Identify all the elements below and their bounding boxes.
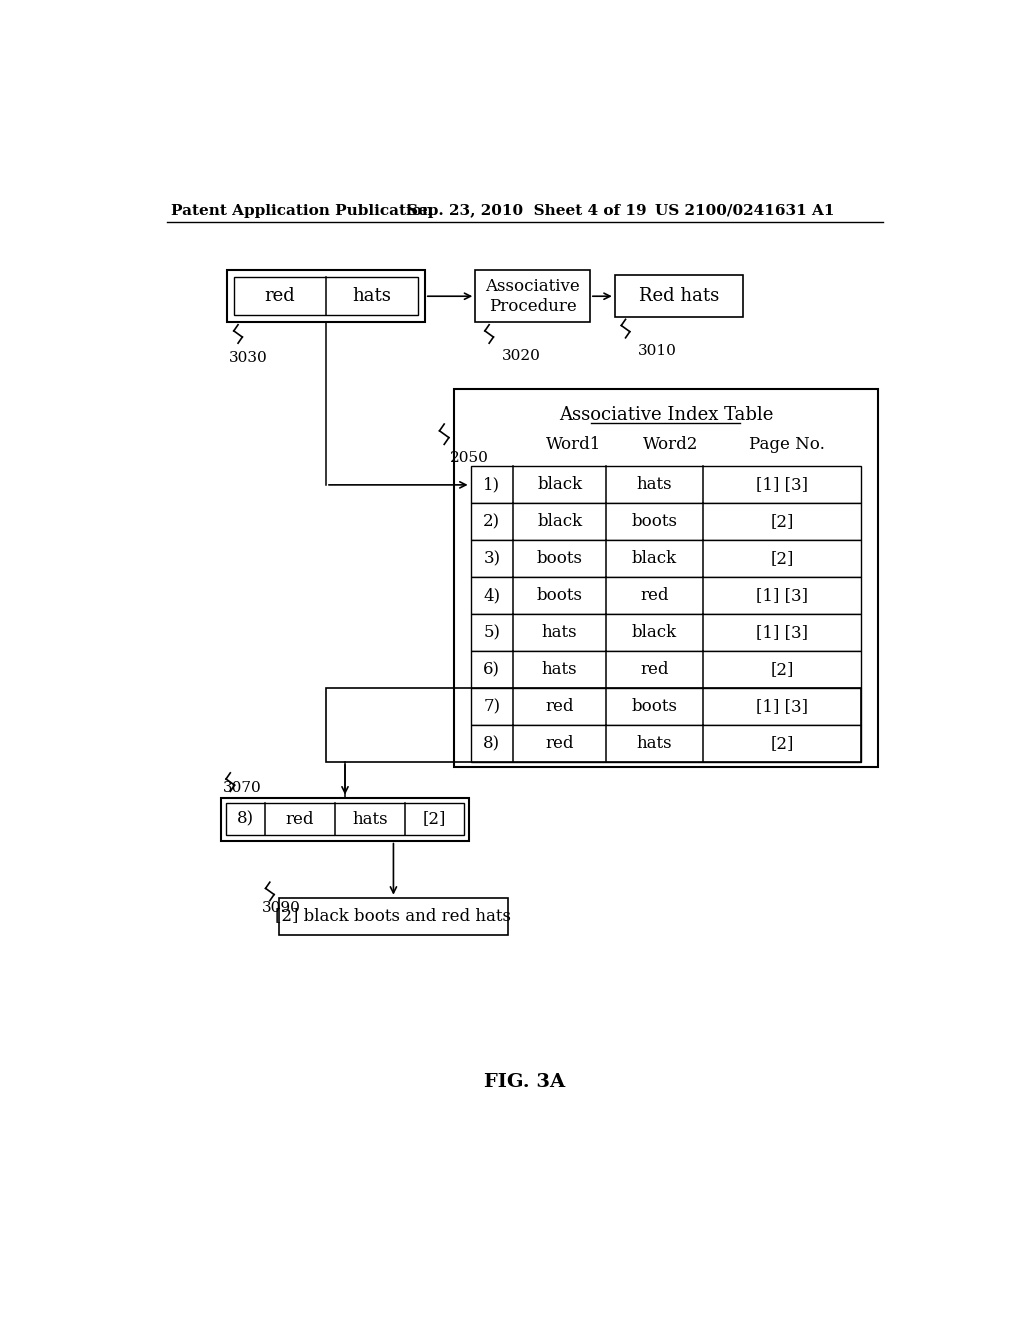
Text: [1] [3]: [1] [3] bbox=[756, 624, 808, 642]
Text: 6): 6) bbox=[483, 661, 501, 678]
Text: 4): 4) bbox=[483, 587, 501, 605]
Bar bbox=[454, 389, 879, 767]
Text: 3): 3) bbox=[483, 550, 501, 568]
Text: black: black bbox=[632, 550, 677, 568]
Bar bbox=[471, 466, 861, 503]
Text: FIG. 3A: FIG. 3A bbox=[484, 1073, 565, 1092]
Text: boots: boots bbox=[537, 587, 583, 605]
Text: 1): 1) bbox=[483, 477, 501, 494]
Text: US 2100/0241631 A1: US 2100/0241631 A1 bbox=[655, 203, 835, 218]
Text: hats: hats bbox=[352, 810, 388, 828]
Text: black: black bbox=[632, 624, 677, 642]
Bar bbox=[471, 577, 861, 614]
Text: boots: boots bbox=[632, 513, 678, 531]
Text: [2]: [2] bbox=[770, 661, 794, 678]
Text: Patent Application Publication: Patent Application Publication bbox=[171, 203, 432, 218]
Text: Sep. 23, 2010  Sheet 4 of 19: Sep. 23, 2010 Sheet 4 of 19 bbox=[407, 203, 646, 218]
Text: 3090: 3090 bbox=[262, 902, 301, 916]
Text: 3030: 3030 bbox=[228, 351, 267, 364]
Text: [2]: [2] bbox=[770, 735, 794, 752]
Bar bbox=[471, 651, 861, 688]
Text: black: black bbox=[538, 477, 583, 494]
Text: Page No.: Page No. bbox=[749, 437, 824, 453]
Bar bbox=[614, 276, 742, 317]
Text: red: red bbox=[546, 698, 573, 715]
Text: black: black bbox=[538, 513, 583, 531]
Text: hats: hats bbox=[637, 735, 673, 752]
Text: 5): 5) bbox=[483, 624, 501, 642]
Text: red: red bbox=[286, 810, 314, 828]
Text: boots: boots bbox=[632, 698, 678, 715]
Text: Red hats: Red hats bbox=[639, 288, 719, 305]
Text: [2]: [2] bbox=[770, 550, 794, 568]
Text: red: red bbox=[546, 735, 573, 752]
Text: [1] [3]: [1] [3] bbox=[756, 698, 808, 715]
Bar bbox=[226, 803, 464, 836]
Bar bbox=[471, 503, 861, 540]
Bar bbox=[221, 797, 469, 841]
Text: [1] [3]: [1] [3] bbox=[756, 587, 808, 605]
Text: Word1: Word1 bbox=[546, 437, 601, 453]
Text: Associative Index Table: Associative Index Table bbox=[559, 405, 773, 424]
Bar bbox=[471, 614, 861, 651]
Bar bbox=[471, 725, 861, 762]
Bar bbox=[471, 688, 861, 725]
Bar bbox=[475, 271, 590, 322]
Text: [2] black boots and red hats: [2] black boots and red hats bbox=[275, 908, 511, 924]
Text: 7): 7) bbox=[483, 698, 501, 715]
Text: boots: boots bbox=[537, 550, 583, 568]
Text: red: red bbox=[640, 661, 669, 678]
Bar bbox=[280, 898, 508, 935]
Text: [1] [3]: [1] [3] bbox=[756, 477, 808, 494]
Text: Associative
Procedure: Associative Procedure bbox=[485, 279, 580, 314]
Text: 2): 2) bbox=[483, 513, 501, 531]
Text: Word2: Word2 bbox=[643, 437, 698, 453]
Text: red: red bbox=[265, 288, 296, 305]
Text: hats: hats bbox=[637, 477, 673, 494]
Text: 3070: 3070 bbox=[222, 781, 261, 795]
Text: 3010: 3010 bbox=[638, 345, 677, 358]
Text: red: red bbox=[640, 587, 669, 605]
Text: hats: hats bbox=[542, 661, 578, 678]
Bar bbox=[227, 271, 425, 322]
Bar bbox=[471, 540, 861, 577]
Text: 2050: 2050 bbox=[450, 451, 488, 465]
Bar bbox=[326, 688, 861, 762]
Text: hats: hats bbox=[542, 624, 578, 642]
Bar bbox=[234, 277, 418, 315]
Text: 8): 8) bbox=[483, 735, 501, 752]
Text: 8): 8) bbox=[238, 810, 254, 828]
Text: 3020: 3020 bbox=[502, 350, 541, 363]
Text: [2]: [2] bbox=[770, 513, 794, 531]
Text: [2]: [2] bbox=[423, 810, 445, 828]
Text: hats: hats bbox=[352, 288, 391, 305]
